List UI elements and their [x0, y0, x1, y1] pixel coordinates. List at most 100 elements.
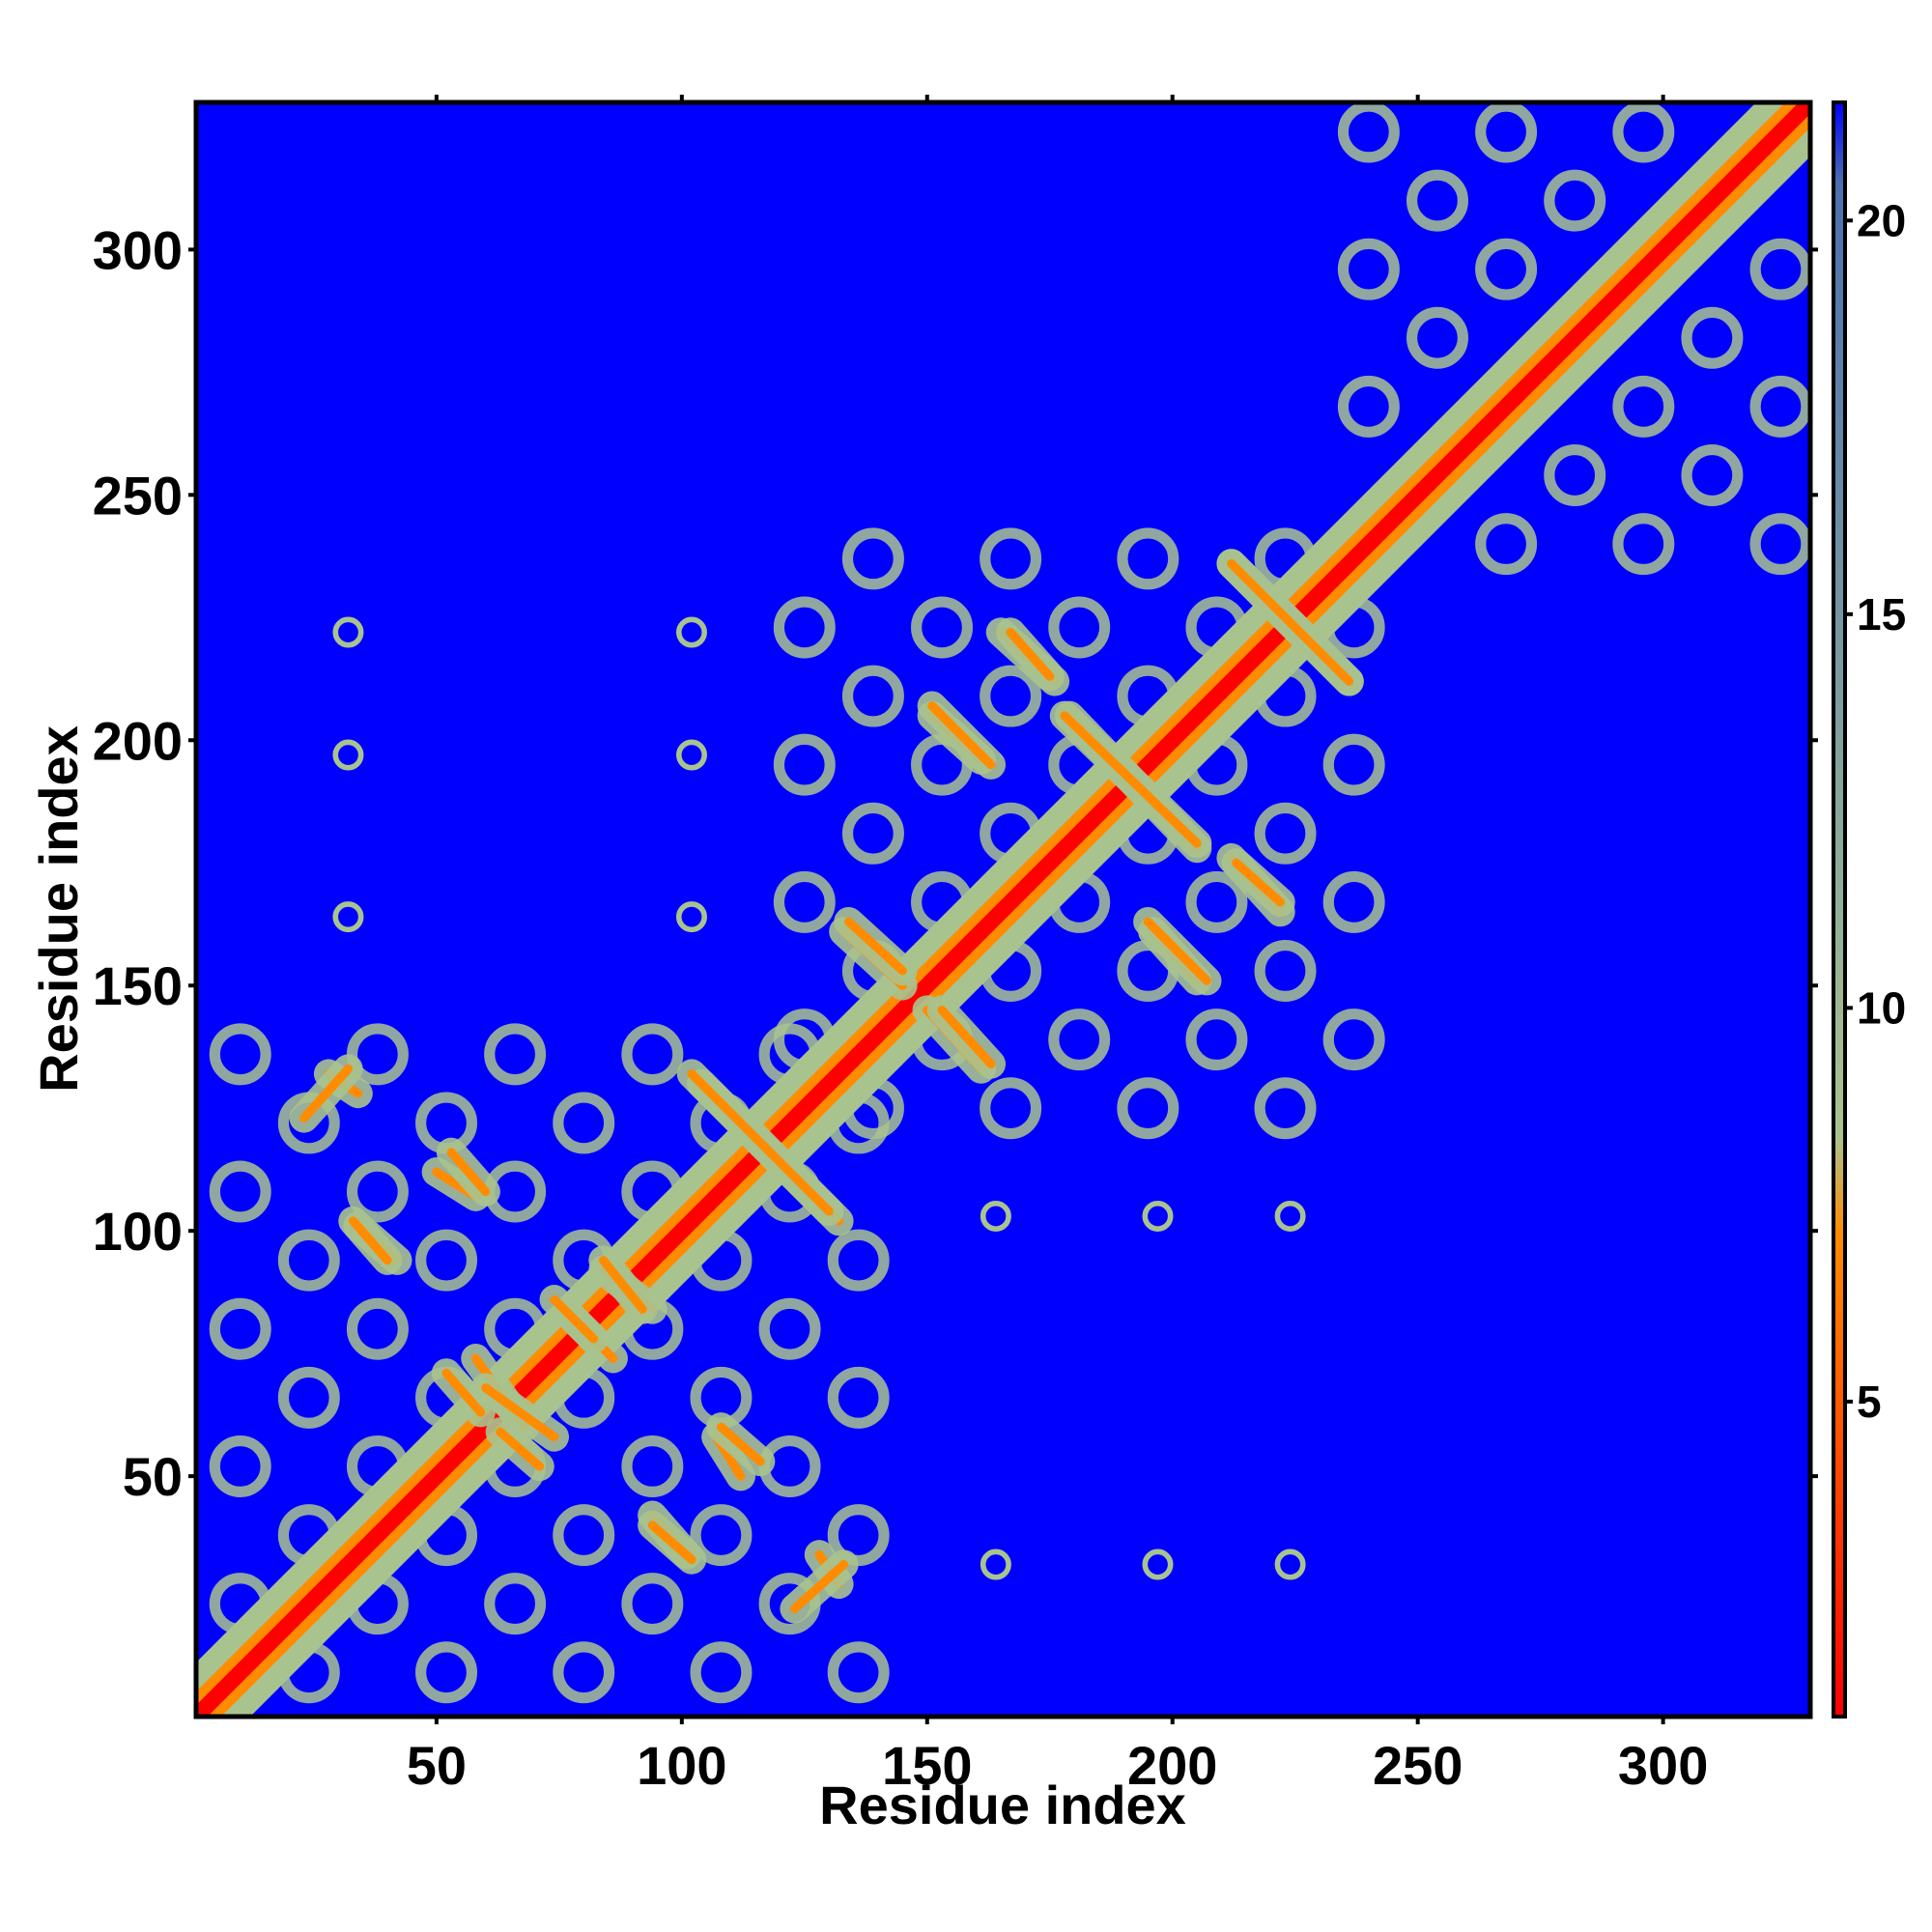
- halo-cell: [209, 1023, 271, 1086]
- contact-line: [441, 1368, 486, 1417]
- domain-block-3: [1337, 102, 1810, 576]
- colorbar-tick-label: 10: [1857, 982, 1906, 1033]
- halo-cell: [209, 1297, 271, 1360]
- contact-line: [496, 1427, 545, 1471]
- halo-cell: [773, 596, 836, 659]
- halo-cell: [621, 1023, 684, 1086]
- x-tick-label: 100: [637, 1735, 726, 1796]
- halo-cell: [1612, 375, 1675, 438]
- plot-frame: [193, 99, 1813, 1719]
- colorbar-ticks: 5 10 15 20: [1845, 195, 1906, 1427]
- isolated-contact: [1142, 1548, 1174, 1580]
- halo-cell: [553, 1092, 615, 1154]
- isolated-contact: [675, 739, 707, 771]
- isolated-contact: [332, 901, 364, 933]
- y-tick-label: 150: [93, 955, 183, 1016]
- halo-cell: [980, 665, 1042, 727]
- halo-cell: [1681, 306, 1744, 369]
- halo-cell: [1612, 513, 1675, 576]
- y-tick-label: 200: [93, 710, 183, 771]
- halo-cell: [553, 1504, 615, 1567]
- halo-cell: [1749, 513, 1810, 576]
- halo-cell: [773, 870, 836, 933]
- halo-cell: [1117, 1077, 1179, 1140]
- x-tick-label: 50: [407, 1735, 467, 1796]
- colorbar-tick-label: 15: [1857, 589, 1906, 639]
- halo-cell: [1406, 169, 1468, 232]
- halo-cell: [1185, 870, 1248, 933]
- halo-cell: [758, 1297, 821, 1360]
- halo-cell: [841, 527, 904, 590]
- halo-cell: [553, 1641, 615, 1704]
- domain-block-1: [209, 1023, 890, 1704]
- isolated-contact: [675, 616, 707, 648]
- isolated-contact: [1274, 1200, 1306, 1232]
- contact-line: [647, 1520, 696, 1565]
- halo-cell: [827, 1641, 890, 1704]
- halo-cell: [1254, 802, 1317, 865]
- halo-cell: [1254, 1077, 1317, 1140]
- isolated-contact: [332, 739, 364, 771]
- halo-cell: [841, 802, 904, 865]
- x-axis-title: Residue index: [819, 1775, 1186, 1835]
- halo-cell: [690, 1641, 753, 1704]
- contact-line: [481, 1383, 559, 1442]
- isolated-contact: [332, 616, 364, 648]
- halo-cell: [1337, 375, 1400, 438]
- diagonal-band: [196, 102, 1810, 1717]
- halo-cell: [1475, 513, 1538, 576]
- halo-cell: [911, 596, 974, 659]
- y-tick-label: 250: [93, 465, 183, 526]
- halo-cell: [980, 1077, 1042, 1140]
- halo-cell: [1048, 1009, 1111, 1071]
- halo-cell: [1475, 102, 1538, 163]
- y-tick-label: 300: [93, 219, 183, 280]
- contact-line: [1232, 858, 1286, 907]
- halo-cell: [1406, 306, 1468, 369]
- contact-line: [598, 1256, 647, 1315]
- halo-cell: [209, 1160, 271, 1223]
- contact-line: [1060, 711, 1202, 848]
- contact-line: [927, 701, 996, 770]
- isolated-contact: [980, 1548, 1011, 1580]
- colorbar-tick-label: 5: [1857, 1377, 1882, 1427]
- halo-cell: [773, 733, 836, 796]
- halo-cell: [277, 1229, 340, 1292]
- halo-cell: [621, 1435, 684, 1497]
- halo-cell: [1475, 238, 1538, 300]
- contact-line: [843, 917, 907, 976]
- halo-cell: [209, 1435, 271, 1497]
- x-tick-label: 200: [1127, 1735, 1217, 1796]
- contact-line: [716, 1422, 765, 1466]
- halo-cell: [980, 527, 1042, 590]
- contact-line: [446, 1148, 491, 1197]
- halo-cell: [1185, 1009, 1248, 1071]
- contact-line: [790, 1559, 849, 1613]
- isolated-contact: [1274, 1548, 1306, 1580]
- colorbar: [1832, 100, 1847, 1719]
- halo-cell: [1749, 238, 1810, 300]
- halo-cell: [1337, 238, 1400, 300]
- contact-line: [937, 1006, 996, 1069]
- halo-cell: [827, 1504, 890, 1567]
- y-axis-title: Residue index: [28, 725, 89, 1093]
- halo-cell: [841, 665, 904, 727]
- isolated-contact: [675, 901, 707, 933]
- x-tick-label: 150: [882, 1735, 972, 1796]
- contact-line: [687, 1069, 834, 1216]
- halo-cell: [1337, 102, 1400, 163]
- contact-line: [1143, 917, 1211, 985]
- y-axis-ticks: 50 100 150 200 250 300: [93, 219, 1818, 1507]
- contact-line: [299, 1064, 354, 1122]
- y-tick-label: 50: [123, 1446, 183, 1507]
- halo-cell: [1322, 1009, 1385, 1071]
- halo-cell: [346, 1160, 409, 1223]
- colorbar-tick-label: 20: [1857, 195, 1906, 245]
- halo-cell: [415, 1229, 478, 1292]
- halo-cell: [690, 1504, 753, 1567]
- isolated-contacts: [332, 616, 1306, 1580]
- halo-cell: [1322, 733, 1385, 796]
- halo-cell: [484, 1573, 547, 1635]
- halo-cell: [1749, 375, 1810, 438]
